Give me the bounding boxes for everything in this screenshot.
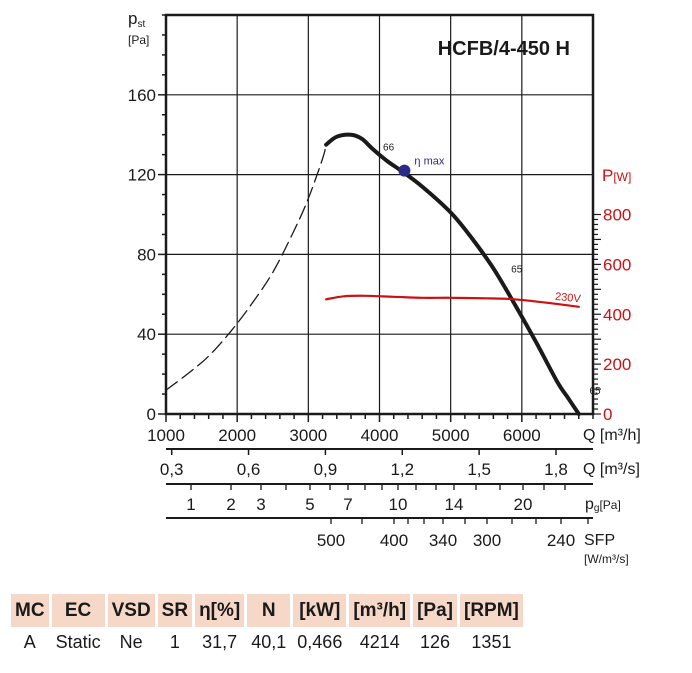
header-flow: [m³/h]	[349, 594, 411, 627]
qs-tick-label: 0,6	[237, 460, 261, 479]
sfp-tick-label: 300	[473, 531, 501, 550]
header-n: N	[247, 594, 291, 627]
header-pa: [Pa]	[413, 594, 457, 627]
y-tick-label: 40	[137, 325, 156, 344]
sfp-axis-label: SFP	[584, 532, 615, 549]
cell-pa: 126	[420, 631, 451, 652]
sfp-tick-label: 240	[547, 531, 575, 550]
y-tick-label: 0	[147, 405, 156, 424]
cell-vsd: Ne	[119, 631, 143, 652]
cell-ec: Static	[55, 631, 101, 652]
y2-tick-label: 800	[603, 206, 631, 225]
y2-axis-label: P[W]	[602, 166, 631, 185]
x-tick-label: 3000	[289, 426, 327, 445]
qs-tick-label: 0,3	[160, 460, 184, 479]
y2-tick-label: 600	[603, 255, 631, 274]
efficiency-annotation: 65	[589, 386, 601, 397]
y-tick-label: 80	[137, 245, 156, 264]
x-tick-label: 4000	[361, 426, 399, 445]
fan-performance-chart: HCFB/4-450 H pst [Pa] P[W] Q [m³/h] Q [m…	[128, 9, 641, 566]
header-ec: EC	[51, 594, 105, 627]
header-rpm: [RPM]	[460, 594, 523, 627]
plot-frame	[164, 13, 595, 416]
series-layer	[165, 132, 581, 416]
sfp-tick-label: 400	[380, 531, 408, 550]
qs-tick-label: 1,8	[544, 460, 568, 479]
series-pressure-curve	[324, 132, 581, 416]
pg-tick-label: 20	[514, 495, 533, 514]
x-tick-label: 6000	[503, 426, 541, 445]
series-label-230v: 230V	[554, 291, 581, 306]
qs-tick-label: 0,9	[314, 460, 338, 479]
cell-rpm: 1351	[471, 631, 512, 652]
header-sr: SR	[157, 594, 193, 627]
y2-tick-label: 200	[603, 355, 631, 374]
series-pressure-curve-unstable	[165, 144, 327, 391]
pg-tick-label: 3	[256, 495, 265, 514]
fan-spec-table: MC EC VSD SR η[%] N [kW] [m³/h] [Pa] [RP…	[8, 594, 526, 657]
header-vsd: VSD	[107, 594, 155, 627]
cell-flow: 4214	[359, 631, 400, 652]
header-mc: MC	[11, 594, 49, 627]
qs-tick-label: 1,2	[390, 460, 414, 479]
eta-max-marker	[398, 164, 411, 177]
series-power-230V	[325, 294, 580, 308]
cell-kw: 0,466	[297, 631, 343, 652]
qs-axis-label: Q [m³/s]	[583, 461, 640, 478]
x-tick-label: 1000	[147, 426, 185, 445]
table-row: A Static Ne 1 31,7 40,1 0,466 4214 126 1…	[11, 627, 523, 657]
pg-tick-label: 2	[226, 495, 235, 514]
header-kw: [kW]	[293, 594, 347, 627]
header-efficiency: η[%]	[195, 594, 245, 627]
pg-tick-label: 7	[343, 495, 352, 514]
y-axis-unit: [Pa]	[128, 33, 149, 47]
table-header-row: MC EC VSD SR η[%] N [kW] [m³/h] [Pa] [RP…	[11, 594, 523, 627]
eta-max-label: η max	[414, 156, 444, 168]
x-tick-label: 5000	[432, 426, 470, 445]
pg-tick-label: 5	[305, 495, 314, 514]
chart-title: HCFB/4-450 H	[438, 38, 570, 60]
x-axis-label: Q [m³/h]	[583, 427, 641, 444]
y-axis-label: pst	[128, 9, 145, 30]
pg-tick-label: 14	[445, 495, 464, 514]
sfp-tick-label: 500	[317, 531, 345, 550]
y-tick-label: 120	[128, 166, 156, 185]
cell-sr: 1	[169, 631, 180, 652]
x-tick-label: 2000	[218, 426, 256, 445]
pg-tick-label: 10	[389, 495, 408, 514]
pg-tick-label: 1	[186, 495, 195, 514]
cell-efficiency: 31,7	[202, 631, 238, 652]
y-tick-label: 160	[128, 86, 156, 105]
grid	[166, 15, 593, 414]
y2-tick-label: 400	[603, 305, 631, 324]
labels-layer: HCFB/4-450 H pst [Pa] P[W] Q [m³/h] Q [m…	[128, 9, 641, 566]
sfp-tick-label: 340	[429, 531, 457, 550]
sfp-axis-unit: [W/m³/s]	[584, 552, 629, 566]
efficiency-annotation: 65	[511, 264, 523, 275]
qs-tick-label: 1,5	[467, 460, 491, 479]
cell-n: 40,1	[251, 631, 287, 652]
efficiency-annotation: 66	[383, 143, 395, 154]
cell-mc: A	[23, 631, 36, 652]
pg-axis-label: pg[Pa]	[585, 496, 621, 514]
y2-tick-label: 0	[603, 405, 612, 424]
